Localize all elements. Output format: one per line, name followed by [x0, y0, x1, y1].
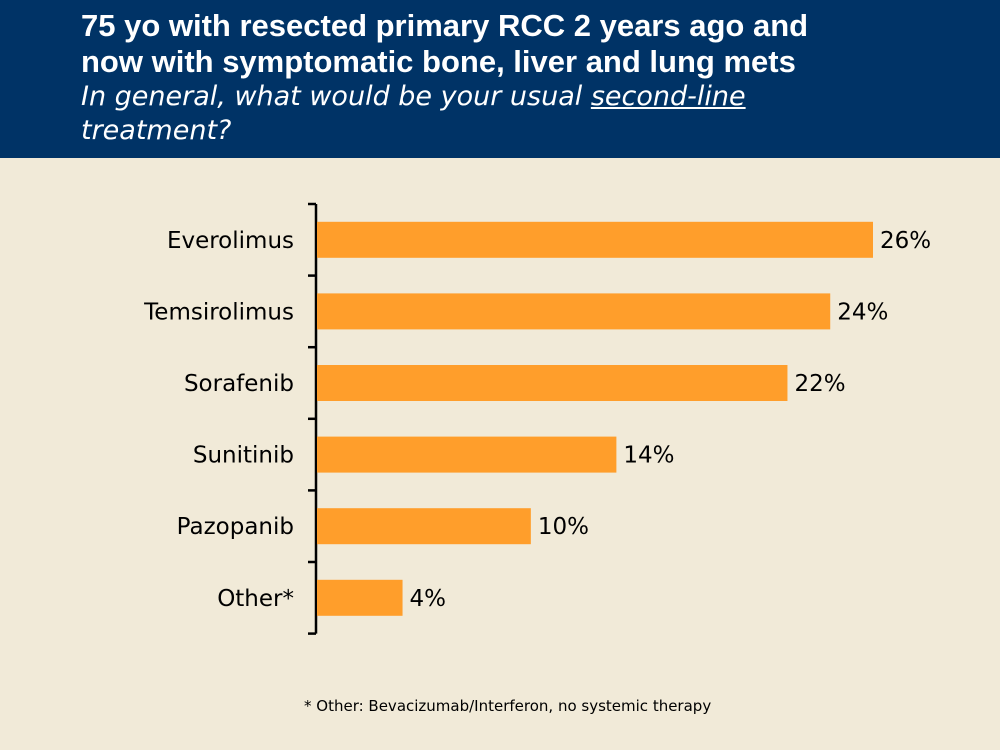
category-label: Pazopanib	[177, 514, 294, 540]
value-label: 26%	[880, 228, 931, 254]
category-label: Temsirolimus	[143, 299, 294, 325]
value-label: 10%	[538, 514, 589, 540]
subtitle-text-end: treatment?	[81, 115, 232, 146]
bar-0	[317, 221, 873, 258]
bar-2	[317, 365, 788, 401]
slide-subtitle: In general, what would be your usual sec…	[81, 80, 1000, 148]
category-label: Other*	[217, 586, 294, 612]
category-label: Everolimus	[167, 228, 294, 254]
subtitle-text: In general, what would be your usual	[81, 81, 591, 112]
title-line-1: 75 yo with resected primary RCC 2 years …	[81, 8, 809, 43]
value-label: 4%	[410, 586, 447, 612]
value-label: 22%	[794, 371, 845, 397]
subtitle-emphasis: second-line	[590, 81, 746, 112]
value-label: 14%	[623, 443, 674, 469]
title-line-2: now with symptomatic bone, liver and lun…	[81, 44, 796, 79]
category-label: Sorafenib	[184, 371, 294, 397]
category-label: Sunitinib	[193, 443, 294, 469]
footnote: * Other: Bevacizumab/Interferon, no syst…	[304, 697, 712, 715]
bar-chart: Everolimus 26% Temsirolimus 24% Sorafenib 22%…	[143, 202, 931, 635]
bar-1	[317, 293, 831, 330]
bar-5	[317, 579, 403, 616]
bar-3	[317, 436, 617, 473]
slide-title: 75 yo with resected primary RCC 2 years …	[81, 8, 1000, 80]
slide-header: 75 yo with resected primary RCC 2 years …	[0, 0, 1000, 158]
bar-4	[317, 508, 531, 545]
value-label: 24%	[837, 299, 888, 325]
